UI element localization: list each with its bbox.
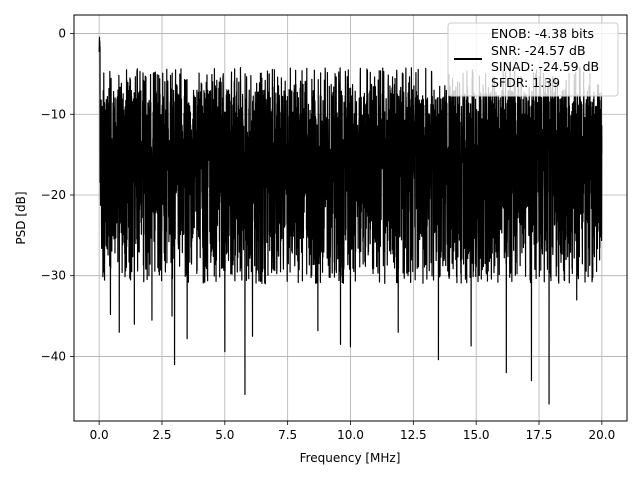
legend-entry-snr: SNR: -24.57 dB [491, 43, 586, 58]
x-tick-label: 7.5 [278, 428, 297, 442]
x-tick-label: 10.0 [337, 428, 364, 442]
legend-entry-sfdr: SFDR: 1.39 [491, 75, 560, 90]
y-tick-label: −20 [41, 188, 66, 202]
y-axis-label: PSD [dB] [14, 191, 28, 244]
x-ticks: 0.0 2.5 5.0 7.5 10.0 12.5 15.0 17.5 20.0 [90, 421, 616, 442]
legend-entry-enob: ENOB: -4.38 bits [491, 26, 594, 41]
legend: ENOB: -4.38 bits SNR: -24.57 dB SINAD: -… [447, 22, 619, 97]
x-tick-label: 17.5 [526, 428, 553, 442]
x-axis-label: Frequency [MHz] [300, 451, 401, 465]
x-tick-label: 12.5 [400, 428, 427, 442]
psd-line [98, 36, 603, 405]
y-tick-label: 0 [58, 27, 66, 41]
y-ticks: 0 −10 −20 −30 −40 [41, 27, 74, 363]
y-tick-label: −40 [41, 349, 66, 363]
legend-box [447, 22, 619, 97]
y-tick-label: −10 [41, 107, 66, 121]
legend-entry-sinad: SINAD: -24.59 dB [491, 59, 599, 74]
x-tick-label: 0.0 [90, 428, 109, 442]
y-tick-label: −30 [41, 269, 66, 283]
x-tick-label: 2.5 [152, 428, 171, 442]
x-tick-label: 15.0 [463, 428, 490, 442]
x-tick-label: 20.0 [589, 428, 616, 442]
x-tick-label: 5.0 [215, 428, 234, 442]
series-group [98, 36, 603, 405]
